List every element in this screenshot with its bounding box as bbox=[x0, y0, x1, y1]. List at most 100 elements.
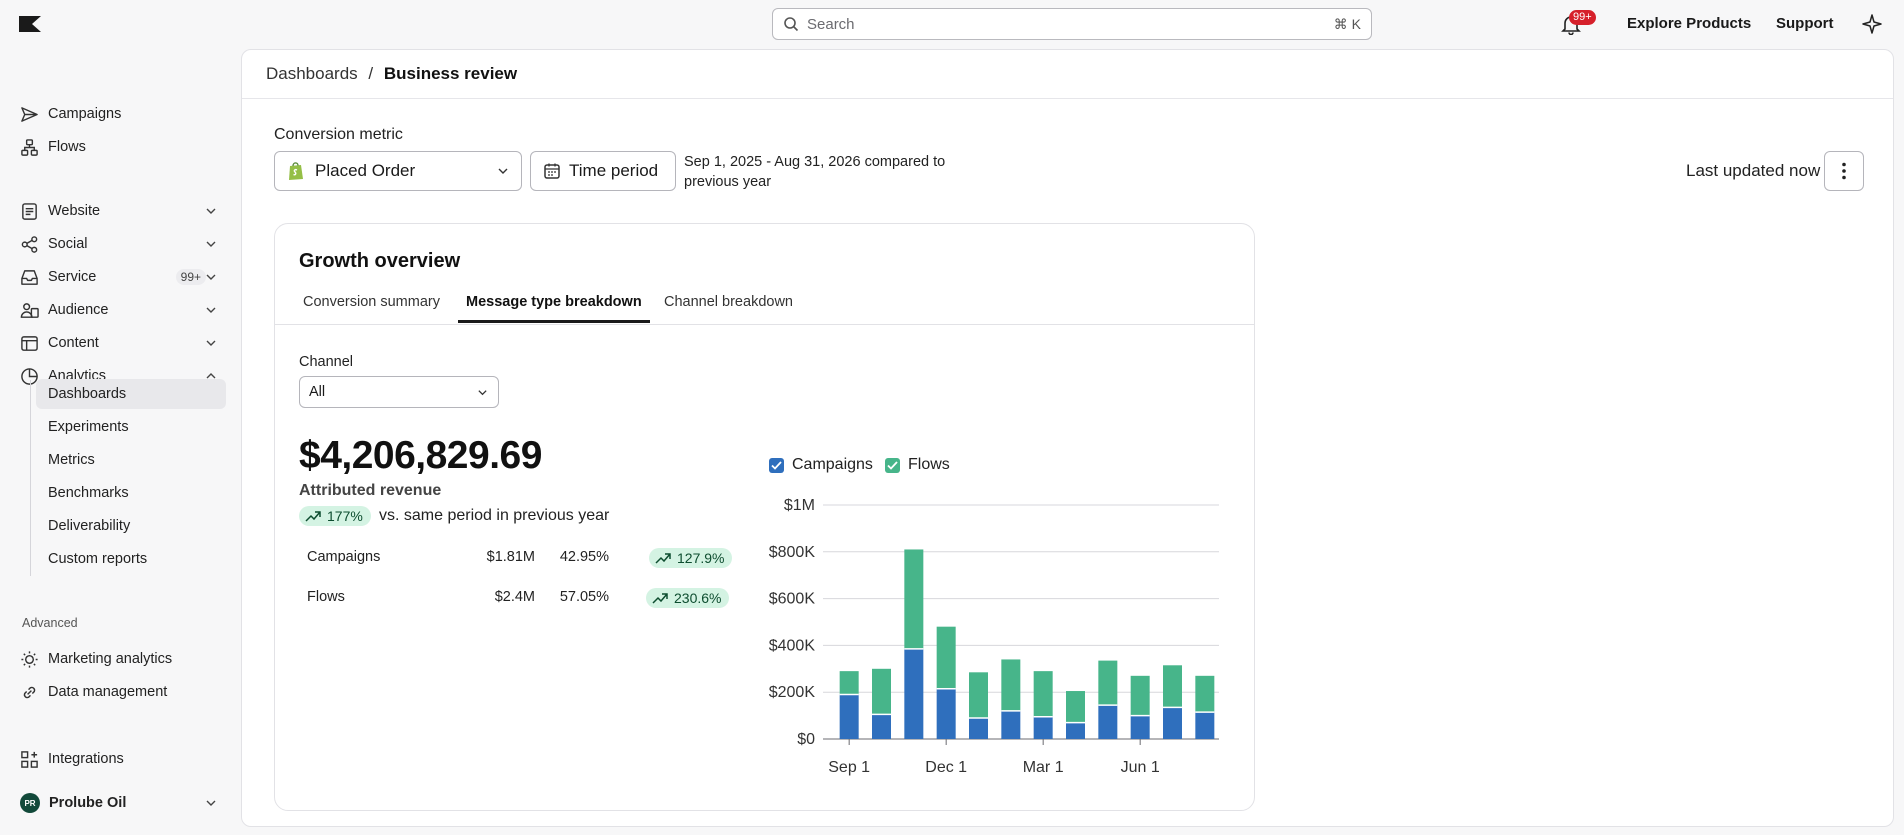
y-tick-label: $200K bbox=[769, 684, 816, 701]
integrations-icon bbox=[21, 750, 38, 768]
trend-up-icon bbox=[305, 511, 321, 522]
row-share: 57.05% bbox=[559, 589, 609, 605]
chevron-up-icon bbox=[206, 373, 216, 379]
bar-flows bbox=[1066, 691, 1085, 723]
tab-message-type-breakdown[interactable]: Message type breakdown bbox=[458, 294, 650, 323]
social-icon bbox=[21, 235, 38, 253]
growth-overview-card: Growth overview Conversion summary Messa… bbox=[274, 223, 1255, 811]
period-range-text: Sep 1, 2025 - Aug 31, 2026 compared to p… bbox=[684, 154, 946, 190]
sidebar-item-integrations[interactable]: Integrations bbox=[20, 745, 226, 773]
time-period-button[interactable]: Time period bbox=[530, 151, 676, 191]
lightbulb-icon bbox=[21, 650, 38, 668]
support-link[interactable]: Support bbox=[1776, 15, 1834, 32]
comparison-text: vs. same period in previous year bbox=[379, 507, 610, 524]
submenu-line bbox=[30, 380, 31, 576]
analytics-icon bbox=[21, 367, 38, 385]
card-title: Growth overview bbox=[299, 250, 461, 272]
tab-conversion-summary[interactable]: Conversion summary bbox=[303, 294, 440, 310]
conversion-metric-select[interactable]: Placed Order bbox=[274, 151, 522, 191]
revenue-bar-chart: $0 $200K $400K $600K $800K $1M Sep 1 Dec 1 Mar 1… bbox=[769, 497, 1219, 776]
sidebar-item-label: Audience bbox=[48, 302, 109, 318]
row-label: Flows bbox=[307, 589, 345, 605]
row-label: Campaigns bbox=[307, 549, 381, 565]
last-updated-text: Last updated now bbox=[1686, 161, 1821, 180]
sidebar-item-label: Integrations bbox=[48, 751, 124, 767]
breadcrumb-parent[interactable]: Dashboards bbox=[266, 64, 358, 83]
sidebar-item-campaigns[interactable]: Campaigns bbox=[20, 100, 226, 128]
top-bar: Search ⌘ K 99+ Explore Products Support bbox=[0, 0, 1904, 48]
bar-flows bbox=[904, 549, 924, 649]
x-tick-label: Jun 1 bbox=[1121, 759, 1160, 776]
tab-channel-breakdown[interactable]: Channel breakdown bbox=[664, 294, 793, 310]
flow-icon bbox=[21, 138, 38, 156]
bar-campaigns bbox=[904, 648, 924, 739]
bar-campaigns bbox=[1130, 715, 1150, 739]
inbox-icon bbox=[21, 269, 38, 285]
sidebar-item-label: Content bbox=[48, 335, 99, 351]
sidebar-sub-experiments[interactable]: Experiments bbox=[48, 419, 129, 435]
checkbox-checked-icon[interactable] bbox=[769, 457, 784, 473]
conversion-metric-value: Placed Order bbox=[315, 161, 416, 180]
account-switcher[interactable]: PR Prolube Oil bbox=[20, 789, 226, 817]
ai-sparkle-icon[interactable] bbox=[1862, 14, 1882, 34]
bar-flows bbox=[872, 668, 891, 715]
sidebar-sub-benchmarks[interactable]: Benchmarks bbox=[48, 485, 129, 501]
sidebar-item-label: Flows bbox=[48, 139, 86, 155]
trend-up-icon bbox=[652, 593, 668, 604]
send-icon bbox=[21, 106, 38, 122]
chevron-down-icon bbox=[206, 274, 216, 280]
row-growth-value: 127.9% bbox=[677, 550, 725, 566]
sidebar-item-website[interactable]: Website bbox=[20, 197, 226, 225]
sidebar-item-audience[interactable]: Audience bbox=[20, 296, 226, 324]
sidebar-item-data-management[interactable]: Data management bbox=[20, 678, 226, 706]
sidebar-sub-deliverability[interactable]: Deliverability bbox=[48, 518, 131, 534]
bar-campaigns bbox=[839, 694, 859, 739]
tabs-divider bbox=[275, 324, 1254, 325]
search-shortcut: ⌘ K bbox=[1333, 15, 1361, 32]
x-tick-label: Dec 1 bbox=[925, 759, 967, 776]
chevron-down-icon bbox=[206, 800, 216, 806]
sidebar-item-label: Marketing analytics bbox=[48, 651, 173, 667]
bar-flows bbox=[936, 626, 956, 689]
breadcrumb-separator: / bbox=[368, 64, 374, 83]
sidebar-item-marketing-analytics[interactable]: Marketing analytics bbox=[20, 645, 226, 673]
more-options-button[interactable] bbox=[1824, 151, 1864, 191]
bar-campaigns bbox=[936, 688, 956, 739]
time-period-label: Time period bbox=[569, 161, 659, 180]
row-amount: $2.4M bbox=[494, 589, 535, 605]
total-revenue: $4,206,829.69 bbox=[299, 434, 542, 477]
sidebar-sub-dashboards[interactable]: Dashboards bbox=[36, 379, 226, 409]
legend-campaigns[interactable]: Campaigns bbox=[769, 456, 873, 474]
shopify-icon bbox=[289, 162, 303, 180]
sidebar-sub-custom-reports[interactable]: Custom reports bbox=[48, 551, 148, 567]
row-growth-badge: 230.6% bbox=[646, 588, 730, 608]
logo-icon[interactable] bbox=[19, 16, 41, 32]
legend-flows[interactable]: Flows bbox=[885, 456, 950, 474]
sidebar-item-label: Social bbox=[48, 236, 88, 252]
sidebar-item-content[interactable]: Content bbox=[20, 329, 226, 357]
sidebar-item-social[interactable]: Social bbox=[20, 230, 226, 258]
sidebar-item-label: Website bbox=[48, 203, 101, 219]
sidebar-sub-metrics[interactable]: Metrics bbox=[48, 452, 95, 468]
explore-products-link[interactable]: Explore Products bbox=[1627, 15, 1752, 32]
chevron-down-icon bbox=[498, 168, 508, 174]
legend-label: Campaigns bbox=[792, 456, 873, 473]
sidebar-item-service[interactable]: Service 99+ bbox=[20, 263, 226, 291]
search-input[interactable]: Search ⌘ K bbox=[772, 8, 1372, 40]
trend-up-icon bbox=[655, 553, 671, 564]
y-tick-label: $800K bbox=[769, 544, 816, 561]
sidebar-item-label: Campaigns bbox=[48, 106, 122, 122]
bar-campaigns bbox=[1033, 716, 1053, 739]
sidebar-item-label: Data management bbox=[48, 684, 168, 700]
header-divider bbox=[242, 98, 1893, 99]
bar-campaigns bbox=[1001, 710, 1021, 739]
service-count-badge: 99+ bbox=[175, 269, 206, 285]
y-tick-label: $1M bbox=[784, 497, 815, 514]
sidebar-item-flows[interactable]: Flows bbox=[20, 133, 226, 161]
row-growth-value: 230.6% bbox=[674, 590, 722, 606]
y-tick-label: $600K bbox=[769, 591, 816, 608]
channel-select[interactable]: All bbox=[299, 376, 499, 408]
checkbox-checked-icon[interactable] bbox=[885, 457, 900, 473]
notification-badge: 99+ bbox=[1569, 10, 1596, 25]
bar-flows bbox=[1195, 675, 1215, 713]
